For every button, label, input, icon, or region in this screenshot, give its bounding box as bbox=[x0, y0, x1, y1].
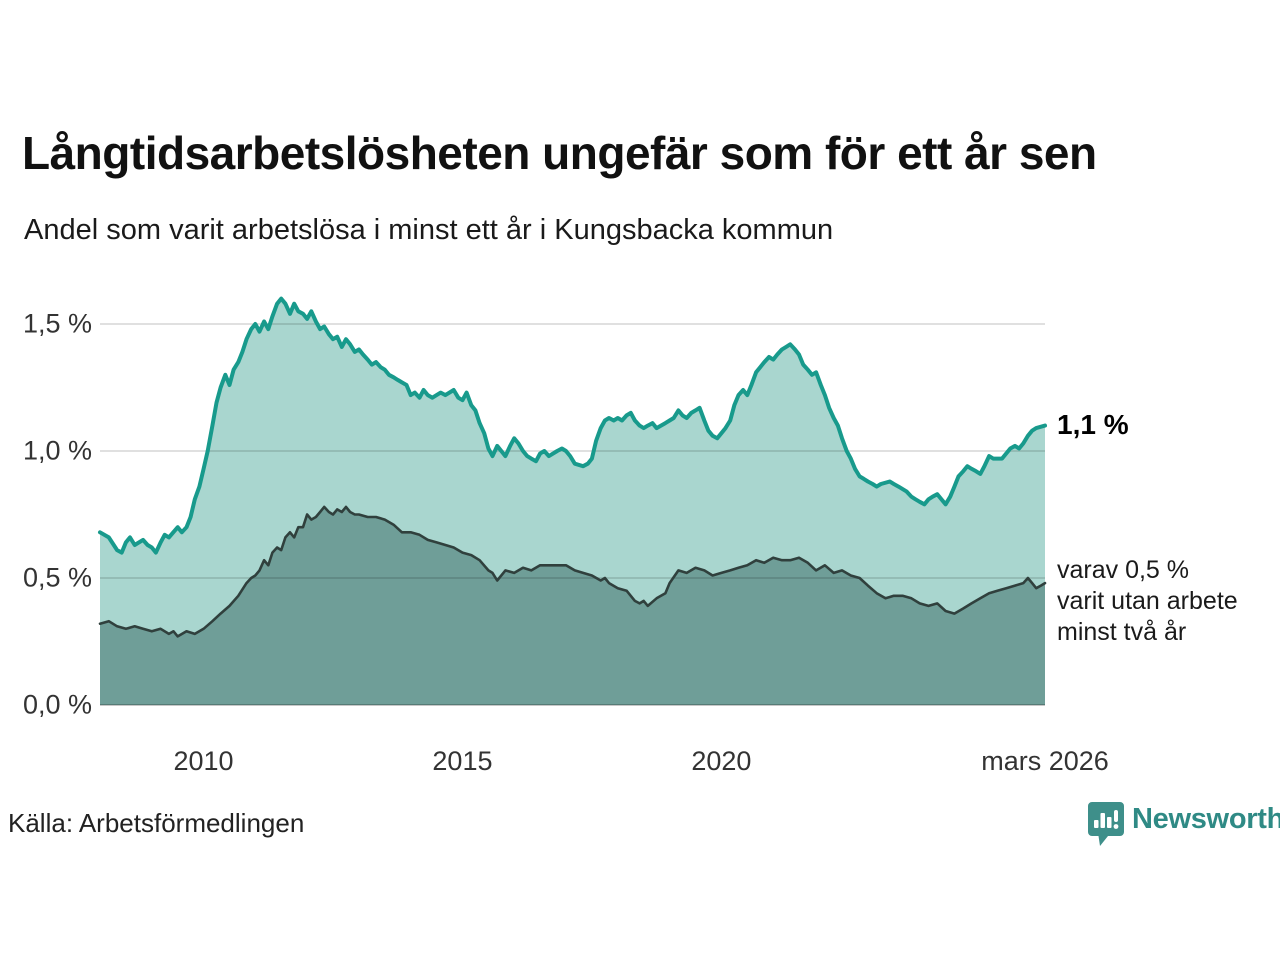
x-tick-label: 2015 bbox=[432, 746, 493, 776]
area-unemployed-two-years bbox=[100, 506, 1045, 705]
newsworthy-wordmark: Newsworthy bbox=[1132, 803, 1280, 835]
chart-subtitle: Andel som varit arbetslösa i minst ett å… bbox=[24, 214, 834, 246]
logo-exclamation-dot bbox=[1113, 824, 1119, 829]
secondary-annotation-line-3: minst två år bbox=[1057, 618, 1187, 647]
secondary-annotation: varav 0,5 % varit utan arbete minst två … bbox=[1057, 555, 1238, 648]
logo-bubble-shape bbox=[1088, 802, 1124, 846]
logo-bar-small bbox=[1094, 820, 1099, 828]
newsworthy-logo: Newsworthy bbox=[1087, 801, 1280, 847]
line-unemployed-one-year bbox=[98, 296, 1047, 555]
y-tick-label: 0,5 % bbox=[22, 562, 92, 593]
chart-title: Långtidsarbetslösheten ungefär som för e… bbox=[22, 127, 1097, 179]
y-tick-label: 1,5 % bbox=[22, 308, 92, 339]
line-unemployed-two-years bbox=[98, 505, 1047, 638]
x-tick-label: 2020 bbox=[691, 746, 752, 776]
secondary-annotation-line-2: varit utan arbete bbox=[1057, 587, 1238, 616]
latest-value-annotation: 1,1 % bbox=[1057, 408, 1129, 440]
x-tick-label: 2010 bbox=[173, 746, 234, 776]
logo-bar-tall bbox=[1100, 813, 1105, 828]
logo-exclamation-stroke bbox=[1114, 810, 1118, 822]
y-tick-label: 1,0 % bbox=[22, 435, 92, 466]
x-tick-label: mars 2026 bbox=[981, 746, 1109, 776]
logo-bar-medium bbox=[1107, 817, 1112, 828]
newsworthy-logo-icon bbox=[1088, 802, 1124, 846]
y-tick-label: 0,0 % bbox=[22, 689, 92, 720]
secondary-annotation-line-1: varav 0,5 % bbox=[1057, 556, 1190, 585]
source-credit: Källa: Arbetsförmedlingen bbox=[8, 808, 305, 838]
